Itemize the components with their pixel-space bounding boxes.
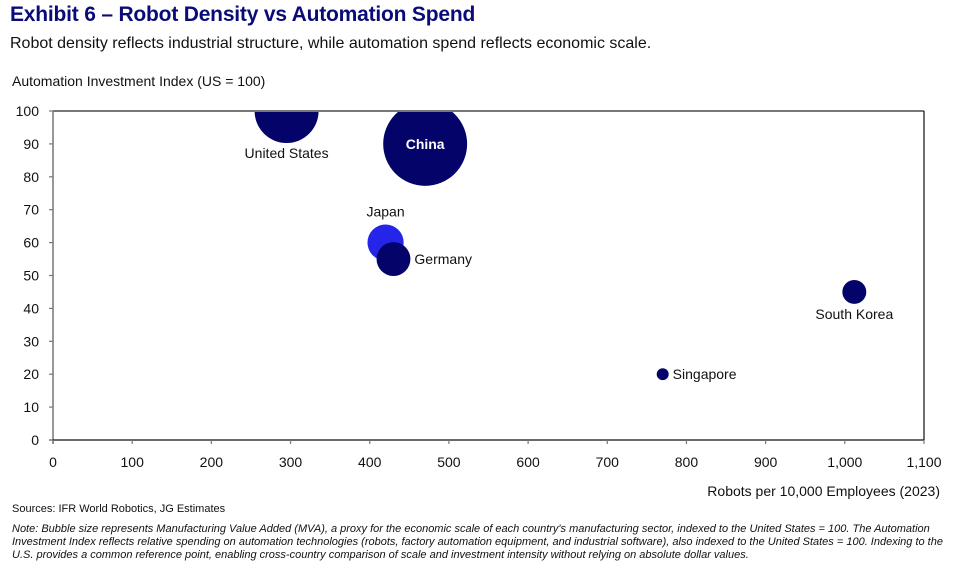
x-tick-label: 600 (516, 454, 540, 470)
x-tick-label: 300 (279, 454, 303, 470)
y-tick-label: 40 (23, 300, 39, 316)
y-tick-label: 50 (23, 268, 39, 284)
bubble-label-south-korea: South Korea (815, 306, 893, 322)
x-tick-label: 700 (596, 454, 620, 470)
x-tick-label: 500 (437, 454, 461, 470)
axes-layer: 0 10 20 30 40 50 60 70 80 90 100 0 100 200 300 400 500 60… (16, 103, 942, 470)
bubble-south-korea (842, 279, 867, 304)
bubble-singapore (656, 368, 669, 381)
chart-subtitle: Robot density reflects industrial struct… (10, 35, 652, 52)
bubble-label-singapore: Singapore (673, 366, 737, 382)
y-tick-label: 80 (23, 169, 39, 185)
y-tick-label: 10 (23, 399, 39, 415)
x-tick-label: 0 (49, 454, 57, 470)
x-tick-label: 900 (754, 454, 778, 470)
x-tick-label: 400 (358, 454, 382, 470)
y-tick-label: 30 (23, 333, 39, 349)
note-text: Note: Bubble size represents Manufacturi… (12, 523, 943, 561)
sources-text: Sources: IFR World Robotics, JG Estimate… (12, 503, 226, 515)
y-tick-label: 90 (23, 136, 39, 152)
y-tick-label: 100 (16, 103, 40, 119)
y-tick-label: 60 (23, 235, 39, 251)
bubble-label-germany: Germany (414, 251, 472, 267)
y-tick-label: 70 (23, 202, 39, 218)
y-tick-label: 20 (23, 366, 39, 382)
x-tick-label: 1,000 (827, 454, 862, 470)
bubbles-layer (254, 111, 867, 381)
bubble-germany (376, 242, 411, 276)
x-tick-label: 200 (200, 454, 224, 470)
chart-title: Exhibit 6 – Robot Density vs Automation … (10, 3, 476, 26)
bubble-china (383, 111, 468, 186)
y-axis-label: Automation Investment Index (US = 100) (12, 73, 266, 89)
bubble-label-united-states: United States (245, 145, 329, 161)
bubble-label-japan: Japan (366, 203, 404, 219)
bubble-labels-layer: United States China Japan Germany South Kore… (245, 136, 894, 382)
bubble-label-china: China (406, 136, 445, 152)
x-tick-label: 1,100 (906, 454, 941, 470)
x-axis-label: Robots per 10,000 Employees (2023) (707, 483, 940, 499)
x-tick-label: 800 (675, 454, 699, 470)
y-tick-label: 0 (31, 432, 39, 448)
bubble-united-states (254, 111, 319, 143)
x-tick-label: 100 (121, 454, 145, 470)
